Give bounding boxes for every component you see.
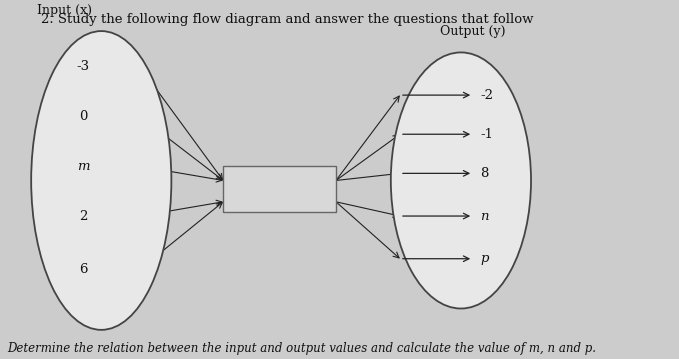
- Text: n: n: [481, 210, 489, 223]
- Text: -1: -1: [481, 128, 494, 141]
- Ellipse shape: [391, 52, 531, 308]
- Text: 2. Study the following flow diagram and answer the questions that follow: 2. Study the following flow diagram and …: [41, 13, 534, 26]
- Text: -2: -2: [481, 89, 494, 102]
- Text: 8: 8: [481, 167, 489, 180]
- Text: Output (y): Output (y): [441, 25, 506, 38]
- Text: 0: 0: [79, 110, 87, 123]
- Text: Determine the relation between the input and output values and calculate the val: Determine the relation between the input…: [7, 342, 595, 355]
- Text: 6: 6: [79, 263, 87, 276]
- Text: 2: 2: [79, 210, 87, 223]
- Text: p: p: [481, 252, 489, 265]
- Text: Input (x): Input (x): [37, 4, 92, 17]
- Ellipse shape: [31, 31, 171, 330]
- Text: -3: -3: [77, 60, 90, 73]
- FancyBboxPatch shape: [223, 166, 336, 213]
- Text: m: m: [77, 160, 90, 173]
